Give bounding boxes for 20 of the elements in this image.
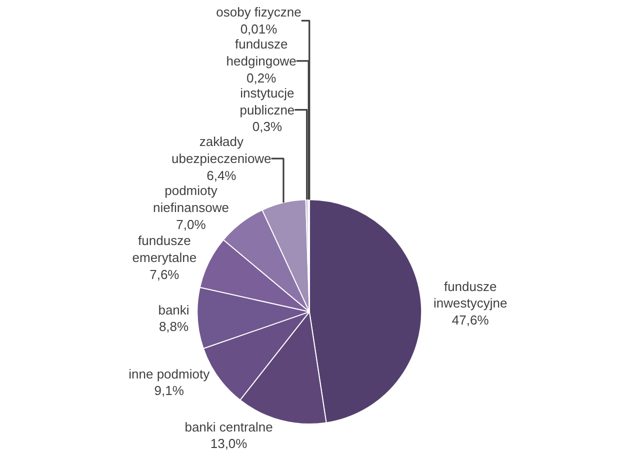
slice-label: fundusze inwestycyjne: [433, 278, 508, 311]
slice-label: banki centralne: [184, 419, 273, 434]
slice-label: banki: [158, 302, 190, 318]
slice-label: inne podmioty: [128, 366, 210, 382]
data-label: 9,1%: [154, 383, 184, 398]
data-label: 6,4%: [206, 168, 237, 183]
data-label: 0,01%: [240, 22, 278, 37]
data-label: 0,2%: [246, 70, 277, 86]
slice-label: instytucje publiczne: [240, 85, 295, 118]
slice-label: fundusze hedgingowe: [226, 36, 296, 68]
slice-label: osoby fizyczne: [216, 4, 302, 20]
data-label: 8,8%: [158, 319, 190, 334]
data-label: 0,3%: [252, 119, 282, 134]
slice-label: podmioty niefinansowe: [153, 182, 229, 215]
data-label: 7,6%: [150, 266, 180, 282]
slice-label: fundusze emerytalne: [132, 233, 197, 265]
data-label: 13,0%: [210, 436, 248, 452]
data-label: 47,6%: [452, 312, 490, 328]
data-label: 7,0%: [176, 216, 206, 232]
slice-label: zakłady ubezpieczeniowe: [172, 134, 272, 166]
